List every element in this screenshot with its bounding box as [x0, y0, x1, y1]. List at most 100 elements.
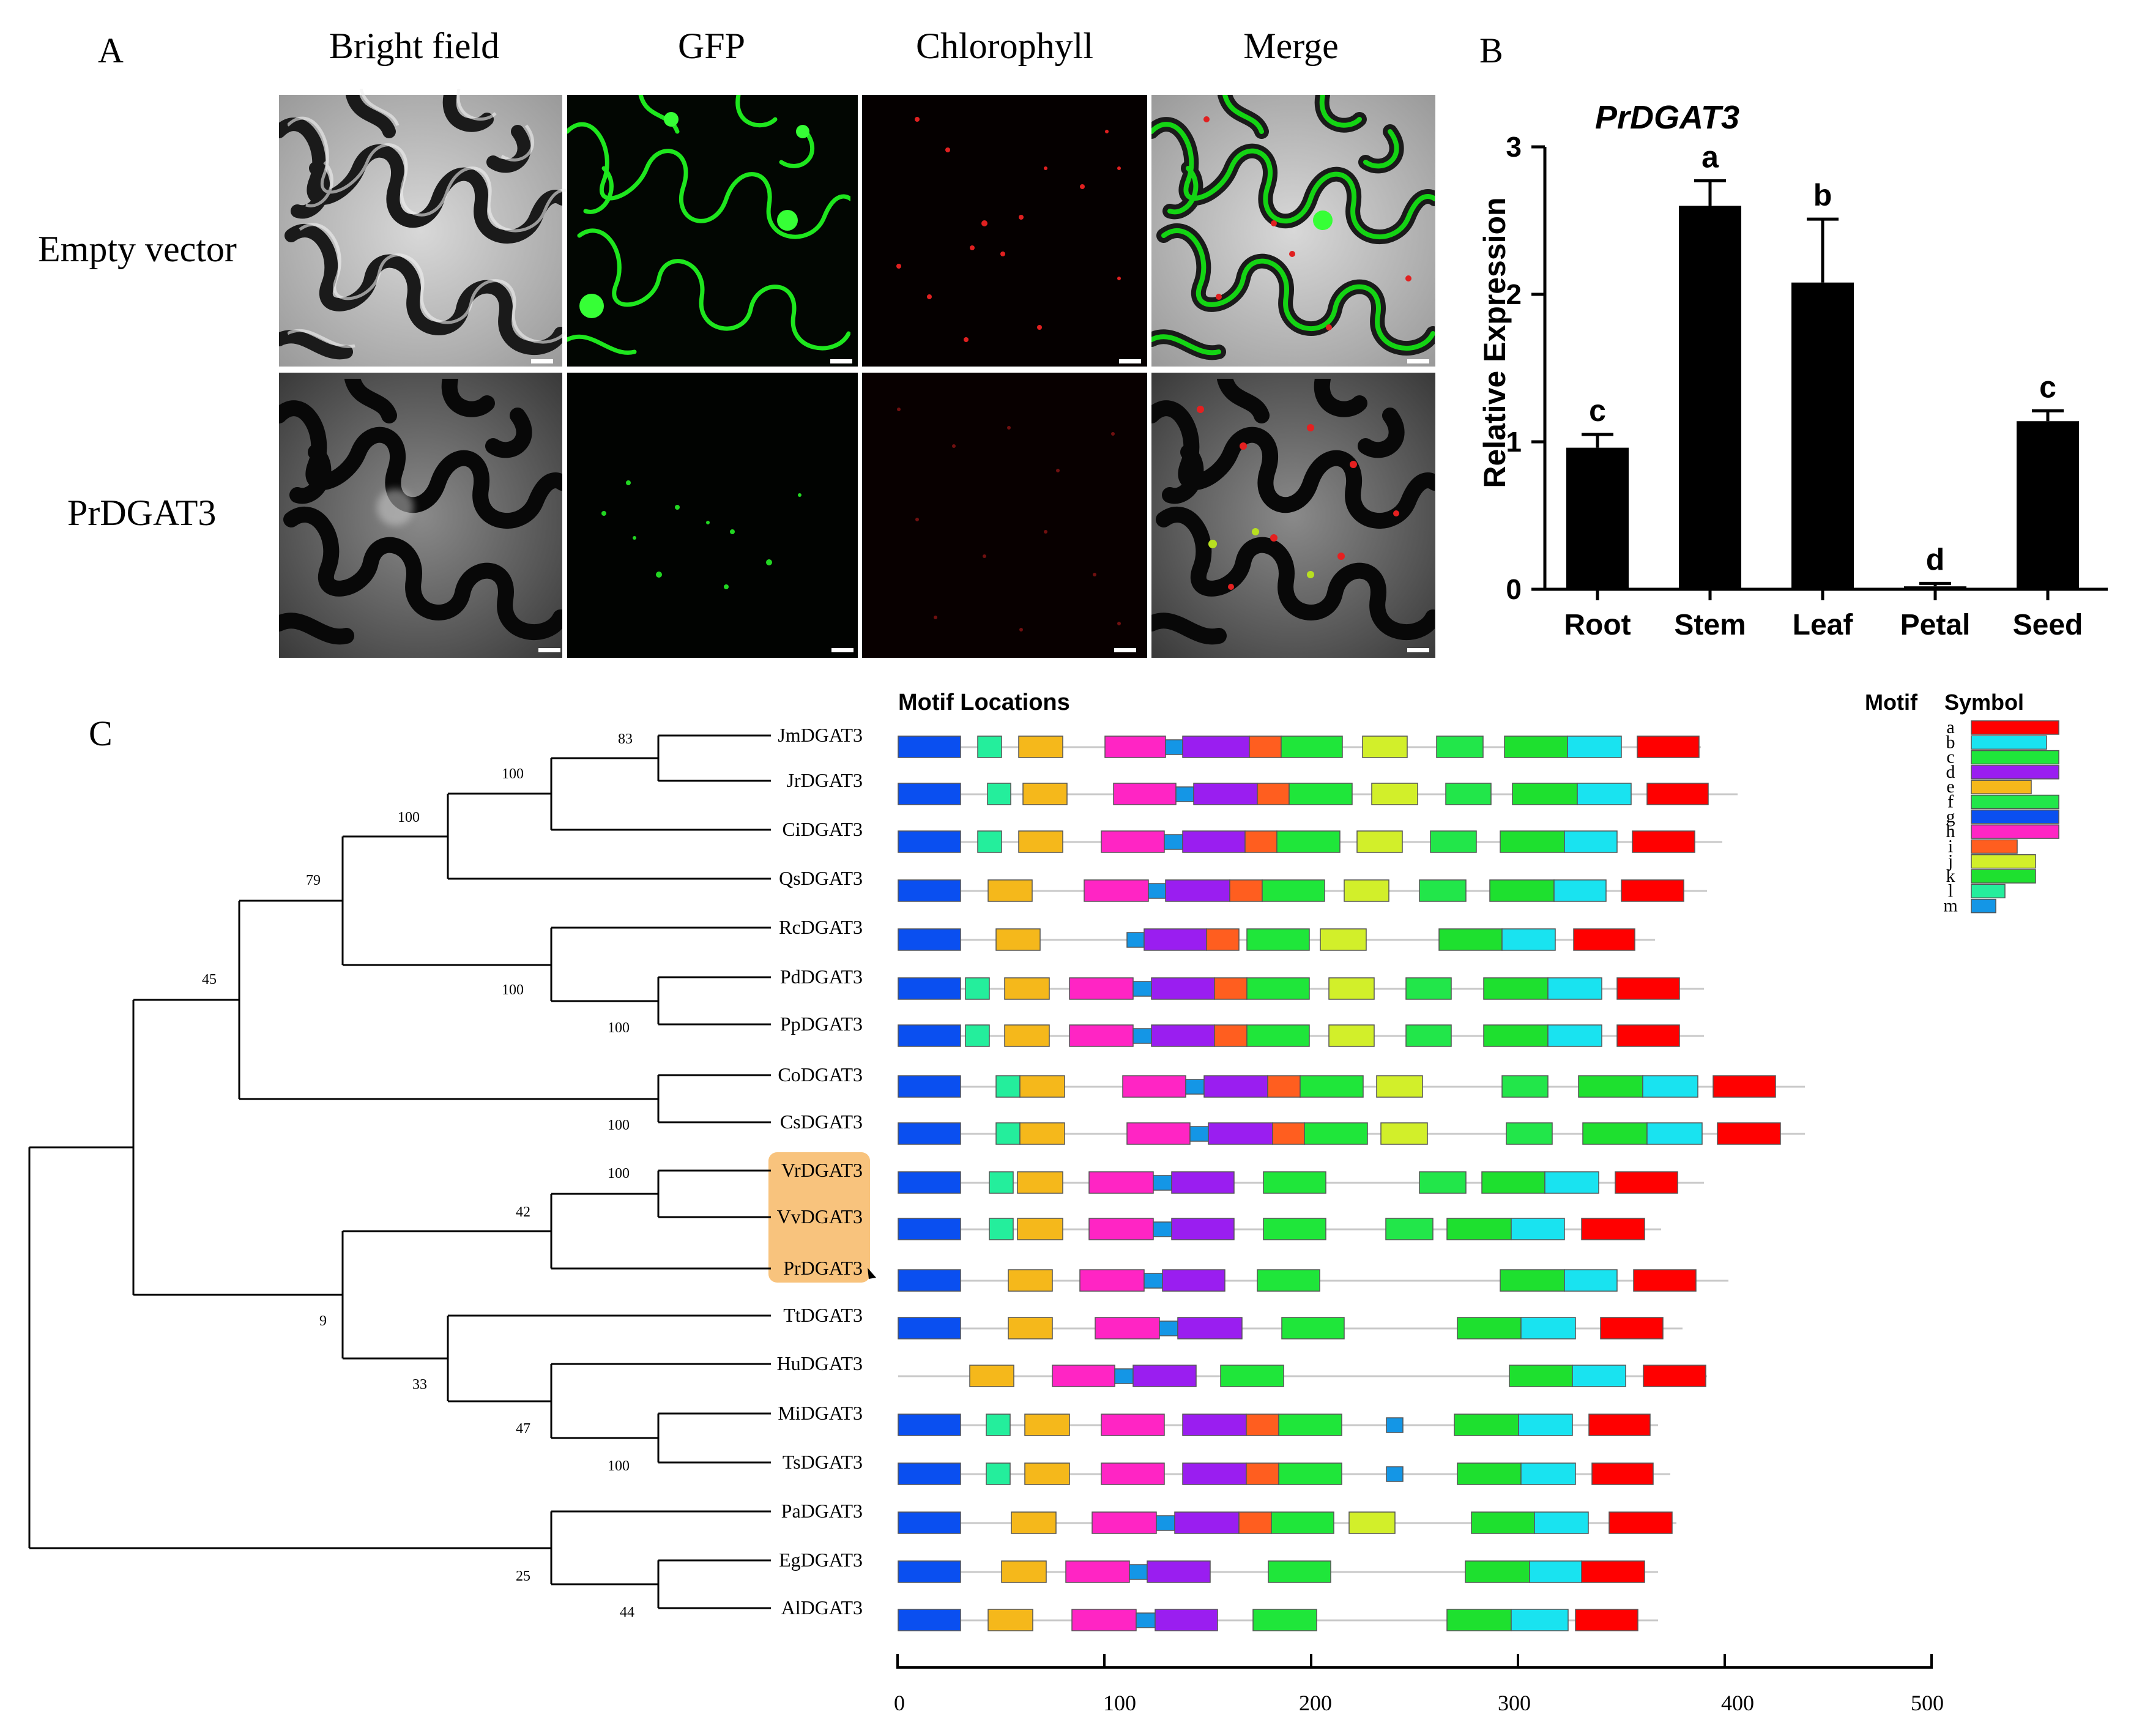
motif-box-e	[1001, 1560, 1047, 1583]
motif-box-m	[1189, 1126, 1209, 1142]
significance-letter: d	[1926, 542, 1945, 576]
arrow-marker-icon	[868, 1268, 876, 1279]
motif-box-c	[1300, 1075, 1364, 1098]
significance-letter: c	[1589, 393, 1606, 428]
panel-a-letter: A	[98, 31, 124, 70]
motif-box-k	[1454, 1414, 1519, 1436]
panel-c: C Motif Locations	[28, 690, 2059, 1715]
motif-box-f	[1430, 830, 1477, 853]
motif-box-l	[989, 1218, 1014, 1240]
motif-box-g	[898, 1609, 961, 1631]
motif-box-e	[995, 928, 1041, 951]
legend-motif-letter: k	[1946, 866, 1955, 886]
legend-motif-letter: i	[1948, 836, 1953, 856]
legend-swatch-m	[1971, 898, 1996, 914]
motif-box-g	[898, 1075, 961, 1098]
motif-box-l	[986, 1462, 1011, 1485]
bootstrap-value: 44	[620, 1604, 634, 1620]
motif-box-e	[1024, 1414, 1070, 1436]
motif-box-k	[1504, 736, 1568, 758]
row-label-empty-vector: Empty vector	[38, 229, 237, 269]
bootstrap-value: 100	[608, 1458, 630, 1474]
taxon-label: JmDGAT3	[778, 724, 863, 746]
motif-box-b	[1564, 1269, 1618, 1292]
motif-box-m	[1144, 1273, 1163, 1289]
motif-box-j	[1362, 736, 1408, 758]
legend-swatch-l	[1971, 884, 2006, 899]
motif-box-b	[1511, 1609, 1569, 1631]
motif-box-k	[1438, 928, 1503, 951]
motif-box-g	[898, 1171, 961, 1194]
motif-box-d	[1155, 1609, 1218, 1631]
motif-box-b	[1572, 1365, 1626, 1387]
motif-box-h	[1065, 1560, 1130, 1583]
y-axis-label: Relative Expression	[1478, 197, 1512, 488]
motif-box-g	[898, 736, 961, 758]
motif-box-m	[1165, 739, 1183, 755]
motif-box-g	[898, 977, 961, 1000]
legend-motif-letter: f	[1947, 792, 1954, 812]
motif-box-c	[1220, 1365, 1284, 1387]
motif-box-f	[1445, 783, 1492, 805]
axis-tick-label: 300	[1498, 1691, 1531, 1715]
column-header-chlorophyll: Chlorophyll	[916, 26, 1093, 66]
motif-box-h	[1069, 1024, 1134, 1047]
motif-box-l	[977, 736, 1002, 758]
bootstrap-value: 100	[608, 1166, 630, 1182]
motif-box-e	[1004, 977, 1050, 1000]
taxon-label: HuDGAT3	[777, 1352, 863, 1374]
motif-box-e	[1008, 1317, 1053, 1339]
motif-box-i	[1267, 1075, 1301, 1098]
x-tick-label: Stem	[1674, 609, 1746, 641]
motif-box-i	[1272, 1122, 1305, 1145]
motif-box-b	[1520, 1462, 1576, 1485]
motif-box-j	[1328, 1024, 1375, 1047]
motif-box-e	[1011, 1511, 1057, 1534]
image-empty-vector-merge	[1151, 95, 1435, 367]
motif-box-h	[1052, 1365, 1115, 1387]
motif-box-b	[1547, 1024, 1602, 1047]
bar-chart: 0 1 2 3 Root c Stem a Leaf b Petal d Seed c	[1506, 131, 2108, 641]
motif-box-h	[1069, 977, 1134, 1000]
taxon-label: QsDGAT3	[779, 867, 863, 889]
motif-box-a	[1588, 1414, 1651, 1436]
taxon-label: VrDGAT3	[781, 1159, 863, 1181]
legend-header-symbol: Symbol	[1944, 690, 2024, 715]
motif-box-c	[1281, 736, 1343, 758]
motif-box-d	[1177, 1317, 1243, 1339]
bootstrap-value: 100	[398, 810, 420, 825]
motif-box-d	[1151, 1024, 1215, 1047]
motif-box-f	[1405, 977, 1452, 1000]
motif-box-h	[1122, 1075, 1186, 1098]
motif-box-e	[969, 1365, 1014, 1387]
motif-box-b	[1642, 1075, 1698, 1098]
motif-box-e	[1024, 1462, 1070, 1485]
panel-a: A Bright field GFP Chlorophyll Merge Emp…	[38, 26, 1435, 658]
motif-box-d	[1182, 1414, 1247, 1436]
motif-box-g	[898, 1024, 961, 1047]
motif-box-i	[1246, 1462, 1279, 1485]
bootstrap-value: 47	[516, 1421, 530, 1437]
motif-box-g	[898, 1122, 961, 1145]
motif-box-m	[1126, 932, 1145, 948]
motif-box-c	[1262, 879, 1325, 902]
legend-motif-letter: d	[1946, 762, 1955, 782]
taxon-label: PaDGAT3	[781, 1500, 863, 1522]
motif-box-m	[1164, 834, 1183, 850]
motif-box-d	[1171, 1171, 1235, 1194]
motif-box-h	[1101, 830, 1165, 853]
legend-swatch-k	[1971, 869, 2036, 884]
motif-box-c	[1246, 1024, 1310, 1047]
legend-swatch-f	[1971, 794, 2059, 810]
image-empty-vector-gfp	[567, 95, 858, 367]
motif-box-m	[1132, 981, 1152, 997]
bar	[1679, 206, 1741, 589]
motif-box-l	[965, 1024, 990, 1047]
x-tick-label: Leaf	[1793, 609, 1854, 641]
bootstrap-value: 100	[502, 766, 524, 782]
motif-box-a	[1581, 1560, 1645, 1583]
taxon-label: JrDGAT3	[787, 769, 863, 791]
motif-box-e	[1017, 1218, 1063, 1240]
